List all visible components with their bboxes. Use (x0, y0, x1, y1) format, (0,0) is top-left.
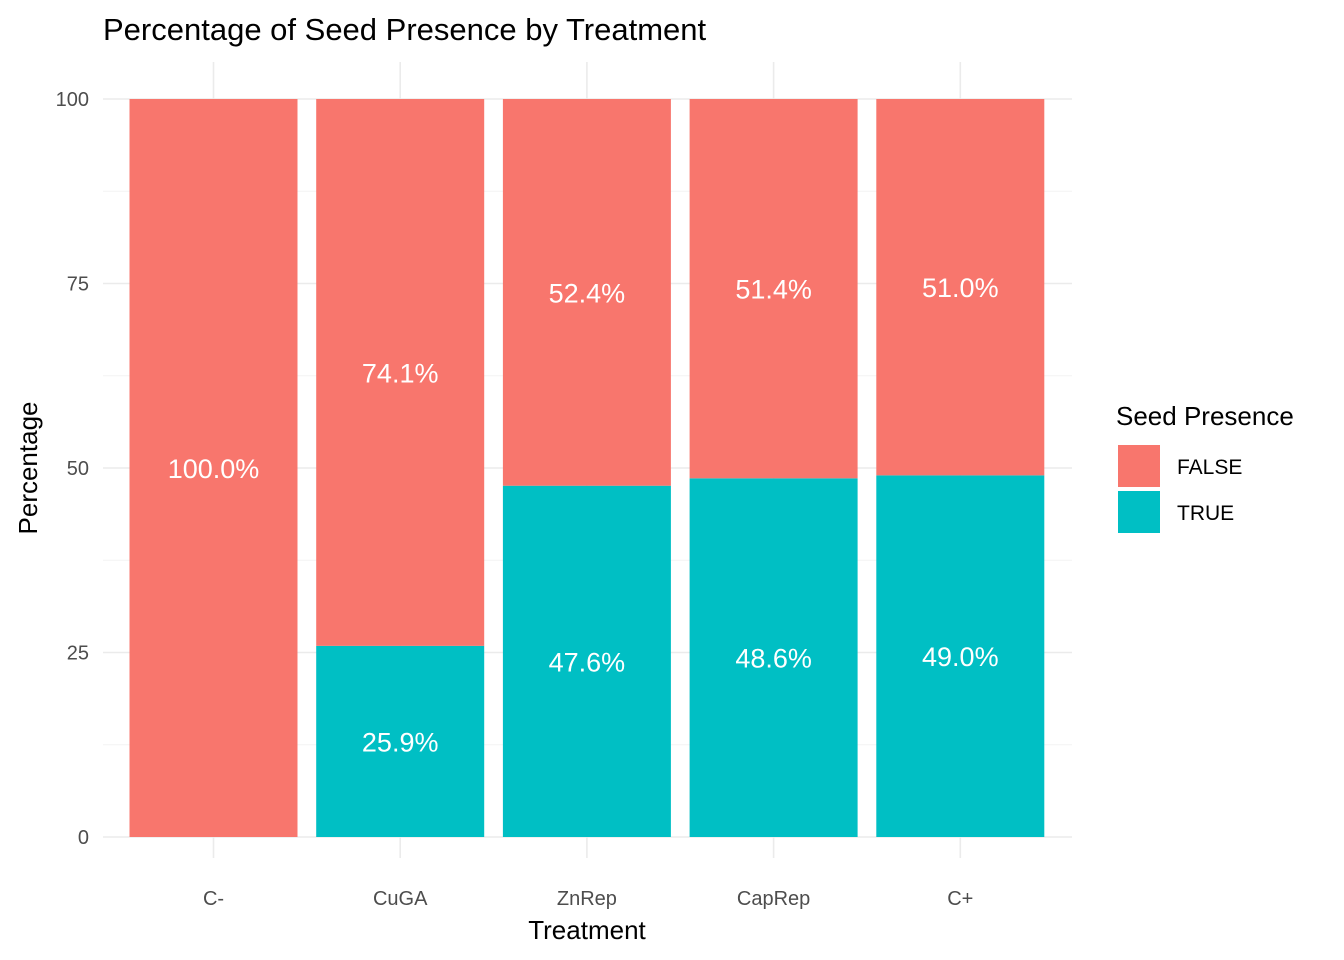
data-label: 48.6% (735, 644, 812, 674)
y-axis-title: Percentage (13, 402, 43, 535)
chart-title: Percentage of Seed Presence by Treatment (103, 12, 707, 47)
legend-entries: FALSE TRUE (1118, 445, 1242, 533)
bar-false-C- (129, 99, 298, 837)
data-label: 25.9% (362, 727, 439, 757)
x-tick-label: CapRep (737, 888, 810, 910)
legend: Seed Presence FALSE TRUE (1116, 401, 1294, 533)
data-label: 52.4% (549, 278, 626, 308)
bar-false-ZnRep (502, 99, 671, 486)
bar-true-ZnRep (502, 485, 671, 837)
bar-true-CuGA (316, 645, 485, 837)
legend-label: FALSE (1177, 456, 1242, 479)
bars (129, 99, 1045, 837)
x-tick-label: ZnRep (557, 888, 617, 910)
y-tick-label: 50 (67, 458, 89, 480)
y-tick-label: 0 (78, 827, 89, 849)
bar-true-C+ (876, 475, 1045, 837)
legend-label: TRUE (1177, 502, 1234, 525)
data-label: 51.0% (922, 273, 999, 303)
y-tick-label: 75 (67, 274, 89, 296)
bar-labels: 100.0% 25.9% 74.1% 47.6% 52.4% 48.6% 51.4% 49.0… (168, 273, 999, 757)
x-tick-label: CuGA (373, 888, 428, 910)
bar-false-CapRep (689, 99, 858, 479)
legend-swatch-false (1118, 445, 1160, 487)
data-label: 51.4% (735, 275, 812, 305)
y-axis-ticks: 0 25 50 75 100 (56, 89, 89, 849)
x-axis-ticks: C- CuGA ZnRep CapRep C+ (203, 888, 973, 910)
y-tick-label: 25 (67, 643, 89, 665)
data-label: 100.0% (168, 454, 260, 484)
legend-swatch-true (1118, 491, 1160, 533)
bar-false-C+ (876, 99, 1045, 476)
x-axis-title: Treatment (528, 915, 646, 945)
x-tick-label: C+ (947, 888, 973, 910)
bar-false-CuGA (316, 99, 485, 646)
data-label: 47.6% (549, 647, 626, 677)
legend-title: Seed Presence (1116, 401, 1294, 431)
bar-true-CapRep (689, 478, 858, 837)
x-tick-label: C- (203, 888, 224, 910)
y-tick-label: 100 (56, 89, 89, 111)
data-label: 74.1% (362, 358, 439, 388)
data-label: 49.0% (922, 642, 999, 672)
